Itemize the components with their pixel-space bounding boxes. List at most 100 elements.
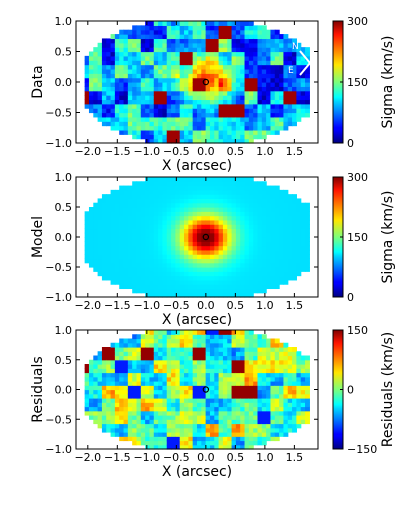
heatmap-cell	[253, 271, 259, 277]
heatmap-cell	[257, 359, 263, 365]
heatmap-cell	[166, 284, 172, 290]
heatmap-cell	[240, 202, 246, 208]
heatmap-cell	[166, 410, 172, 416]
heatmap-cell	[201, 402, 207, 408]
heatmap-cell	[149, 228, 155, 234]
heatmap-cell	[257, 432, 263, 437]
heatmap-cell	[222, 51, 228, 57]
heatmap-cell	[114, 410, 120, 416]
heatmap-cell	[145, 330, 151, 335]
heatmap-cell	[106, 77, 112, 83]
heatmap-cell	[106, 86, 112, 92]
heatmap-cell	[132, 267, 138, 272]
heatmap-cell	[270, 129, 276, 135]
heatmap-cell	[93, 77, 99, 83]
heatmap-cell	[235, 228, 241, 234]
heatmap-cell	[149, 34, 155, 40]
heatmap-cell	[132, 121, 138, 127]
heatmap-cell	[149, 90, 155, 96]
heatmap-cell	[261, 181, 267, 187]
heatmap-cell	[197, 419, 202, 425]
heatmap-cell	[205, 254, 211, 260]
heatmap-cell	[244, 194, 250, 200]
heatmap-cell	[283, 402, 289, 408]
heatmap-cell	[145, 423, 151, 429]
heatmap-cells	[84, 21, 310, 144]
heatmap-cell	[201, 267, 207, 272]
heatmap-cell	[140, 38, 146, 44]
heatmap-cell	[283, 42, 289, 48]
heatmap-cell	[261, 116, 267, 122]
heatmap-cell	[270, 99, 276, 105]
heatmap-cell	[244, 245, 250, 251]
heatmap-cell	[274, 368, 280, 374]
heatmap-cell	[93, 381, 99, 386]
heatmap-cell	[114, 125, 120, 131]
heatmap-cell	[261, 288, 267, 294]
heatmap-cell	[222, 38, 228, 44]
heatmap-cell	[240, 55, 246, 61]
heatmap-cell	[231, 372, 237, 378]
heatmap-cell	[188, 372, 194, 378]
heatmap-cell	[175, 29, 181, 35]
heatmap-cell	[274, 103, 280, 109]
heatmap-cell	[287, 423, 293, 429]
heatmap-cell	[270, 103, 276, 109]
heatmap-cell	[166, 34, 172, 40]
heatmap-cell	[106, 38, 112, 44]
heatmap-cell	[140, 372, 146, 378]
heatmap-cell	[149, 376, 155, 382]
heatmap-cell	[235, 385, 241, 391]
heatmap-cell	[119, 51, 125, 57]
heatmap-cell	[209, 219, 215, 225]
heatmap-cell	[166, 73, 172, 79]
heatmap-cell	[184, 232, 189, 238]
heatmap-cell	[235, 21, 241, 26]
heatmap-cell	[253, 108, 259, 114]
heatmap-cell	[305, 55, 310, 61]
heatmap-cell	[235, 38, 241, 44]
heatmap-cell	[97, 82, 103, 87]
heatmap-cell	[248, 279, 254, 285]
heatmap-cell	[292, 73, 297, 79]
heatmap-cell	[119, 86, 125, 92]
heatmap-cell	[166, 254, 172, 260]
heatmap-cell	[127, 398, 133, 403]
heatmap-cell	[158, 215, 164, 221]
heatmap-cell	[222, 108, 228, 114]
heatmap-cell	[162, 116, 168, 122]
heatmap-cell	[97, 262, 103, 268]
heatmap-cell	[266, 398, 272, 403]
heatmap-cell	[179, 228, 185, 234]
heatmap-cell	[209, 181, 215, 187]
heatmap-cell	[296, 415, 302, 420]
heatmap-cell	[162, 121, 168, 127]
heatmap-cell	[244, 444, 250, 450]
heatmap-cell	[140, 51, 146, 57]
heatmap-cell	[123, 99, 129, 105]
heatmap-cell	[292, 275, 297, 281]
heatmap-cell	[188, 410, 194, 416]
heatmap-cell	[279, 116, 285, 122]
heatmap-cell	[197, 134, 202, 140]
heatmap-cell	[110, 402, 116, 408]
heatmap-cell	[300, 415, 306, 420]
heatmap-cell	[132, 103, 138, 109]
heatmap-cell	[218, 116, 224, 122]
heatmap-cell	[188, 202, 194, 208]
heatmap-cell	[209, 254, 215, 260]
heatmap-cell	[227, 402, 233, 408]
heatmap-cell	[175, 90, 181, 96]
heatmap-cell	[123, 271, 129, 277]
heatmap-cell	[279, 224, 285, 230]
heatmap-cell	[162, 279, 168, 285]
heatmap-cell	[123, 47, 129, 53]
heatmap-cell	[179, 241, 185, 247]
heatmap-cell	[274, 342, 280, 348]
heatmap-cell	[184, 228, 189, 234]
heatmap-cell	[188, 224, 194, 230]
heatmap-cell	[106, 215, 112, 221]
heatmap-cell	[175, 138, 181, 144]
heatmap-cell	[300, 419, 306, 425]
x-tick-label: 0.0	[197, 145, 215, 158]
